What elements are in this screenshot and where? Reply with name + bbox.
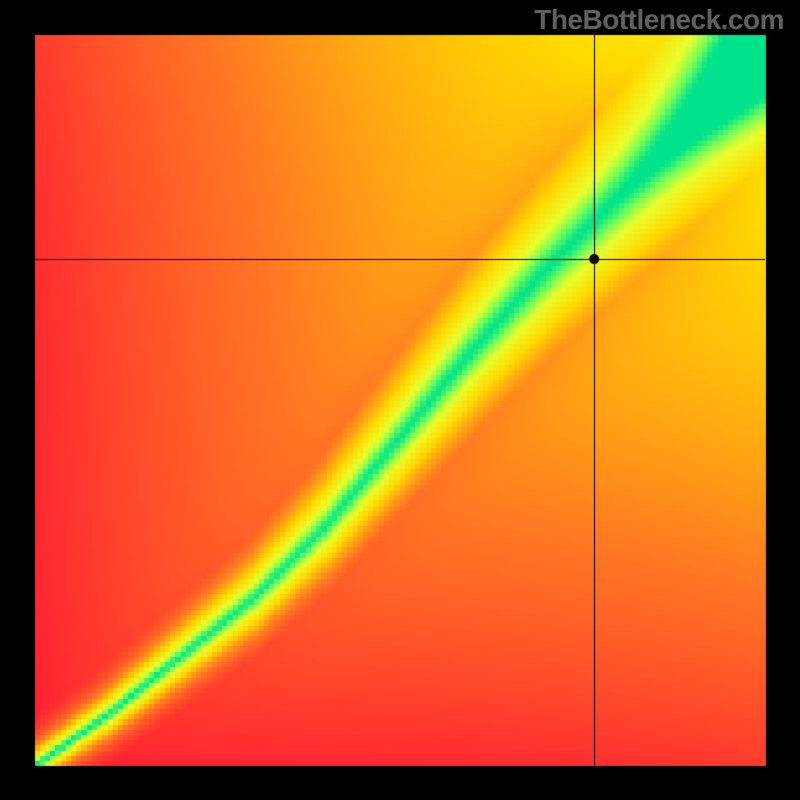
bottleneck-heatmap — [0, 0, 800, 800]
watermark-text: TheBottleneck.com — [534, 4, 784, 36]
